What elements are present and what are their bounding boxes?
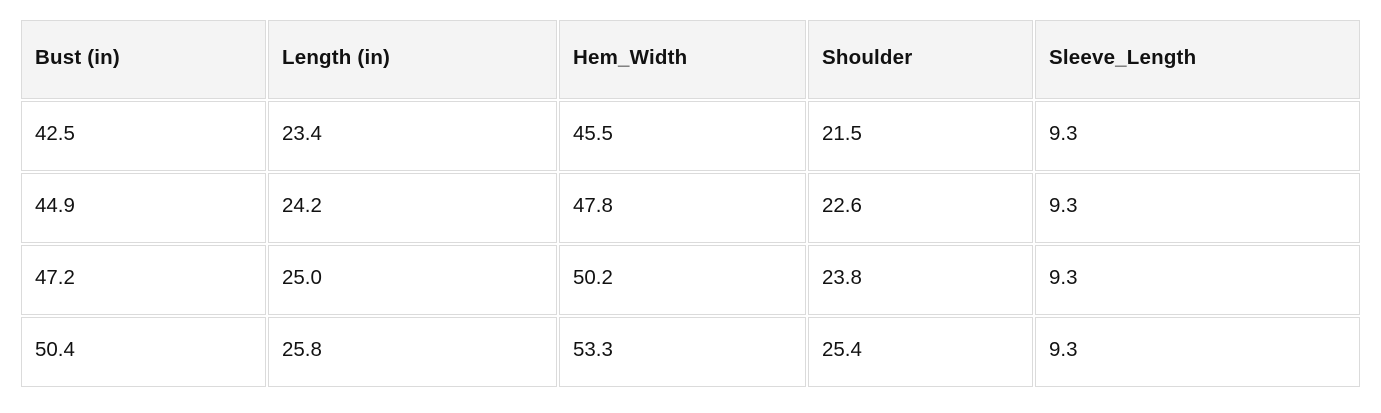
table-cell: 47.2: [21, 245, 266, 315]
table-header-row: Bust (in) Length (in) Hem_Width Shoulder Sle…: [21, 20, 1360, 99]
column-header: Length (in): [268, 20, 557, 99]
table-cell: 50.4: [21, 317, 266, 387]
column-header: Sleeve_Length: [1035, 20, 1360, 99]
table-cell: 50.2: [559, 245, 806, 315]
size-chart-table: Bust (in) Length (in) Hem_Width Shoulder Sle…: [19, 18, 1362, 389]
table-row: 47.2 25.0 50.2 23.8 9.3: [21, 245, 1360, 315]
column-header: Hem_Width: [559, 20, 806, 99]
table-cell: 44.9: [21, 173, 266, 243]
table-cell: 9.3: [1035, 101, 1360, 171]
table-cell: 42.5: [21, 101, 266, 171]
table-cell: 9.3: [1035, 173, 1360, 243]
table-row: 42.5 23.4 45.5 21.5 9.3: [21, 101, 1360, 171]
table-cell: 21.5: [808, 101, 1033, 171]
table-cell: 23.4: [268, 101, 557, 171]
table-cell: 22.6: [808, 173, 1033, 243]
table-cell: 45.5: [559, 101, 806, 171]
table-cell: 25.0: [268, 245, 557, 315]
table-cell: 24.2: [268, 173, 557, 243]
table-cell: 25.4: [808, 317, 1033, 387]
table-cell: 9.3: [1035, 245, 1360, 315]
table-cell: 9.3: [1035, 317, 1360, 387]
table-cell: 53.3: [559, 317, 806, 387]
table-row: 50.4 25.8 53.3 25.4 9.3: [21, 317, 1360, 387]
column-header: Shoulder: [808, 20, 1033, 99]
table-row: 44.9 24.2 47.8 22.6 9.3: [21, 173, 1360, 243]
column-header: Bust (in): [21, 20, 266, 99]
table-cell: 25.8: [268, 317, 557, 387]
table-cell: 47.8: [559, 173, 806, 243]
table-cell: 23.8: [808, 245, 1033, 315]
